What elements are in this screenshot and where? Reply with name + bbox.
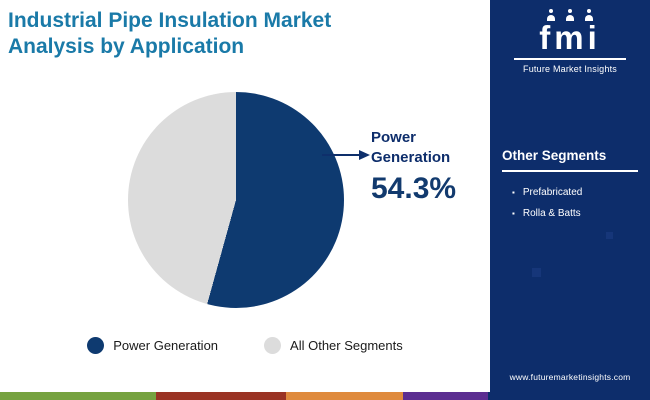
legend-swatch-power-generation — [87, 337, 105, 354]
decorative-square — [606, 232, 613, 239]
person-icon — [566, 9, 575, 21]
brand-name: Future Market Insights — [523, 63, 617, 74]
footer-stripe — [0, 392, 650, 400]
logo-divider — [514, 57, 626, 60]
callout-value: 54.3% — [371, 172, 457, 205]
other-segments-list: ▪ Prefabricated ▪ Rolla & Batts — [502, 187, 638, 219]
legend-label-all-other-segments: All Other Segments — [290, 338, 403, 353]
list-item: ▪ Prefabricated — [512, 187, 638, 198]
person-icon — [547, 9, 556, 21]
website-url: www.futuremarketinsights.com — [509, 372, 631, 382]
stripe-segment — [156, 392, 286, 400]
list-item: ▪ Rolla & Batts — [512, 208, 638, 219]
chart-legend: Power Generation All Other Segments — [0, 337, 490, 354]
other-segments-title: Other Segments — [502, 148, 638, 172]
legend-label-power-generation: Power Generation — [113, 338, 219, 353]
logo-text: fmi — [539, 19, 601, 56]
callout-arrow-icon — [322, 150, 370, 160]
person-icon — [585, 9, 594, 21]
bullet-icon: ▪ — [512, 209, 515, 219]
stripe-segment — [403, 392, 488, 400]
logo-people-icons — [490, 7, 650, 21]
decorative-square — [532, 268, 541, 277]
pie-chart — [128, 92, 344, 308]
callout-label: Power Generation — [371, 129, 451, 166]
bullet-icon: ▪ — [512, 188, 515, 197]
stripe-segment — [487, 392, 650, 400]
legend-swatch-all-other-segments — [264, 337, 282, 354]
sidebar: fmi Future Market Insights Other Segment… — [490, 0, 650, 392]
other-segments-section: Other Segments ▪ Prefabricated ▪ Rolla &… — [502, 148, 638, 229]
stripe-segment — [286, 392, 403, 400]
list-item-label: Prefabricated — [522, 187, 583, 198]
legend-item-all-other-segments: All Other Segments — [264, 337, 403, 354]
legend-item-power-generation: Power Generation — [87, 337, 218, 354]
stripe-segment — [0, 392, 156, 400]
page-title: Industrial Pipe Insulation Market Analys… — [8, 9, 332, 59]
list-item-label: Rolla & Batts — [522, 208, 581, 220]
fmi-logo: fmi Future Market Insights — [490, 0, 650, 74]
